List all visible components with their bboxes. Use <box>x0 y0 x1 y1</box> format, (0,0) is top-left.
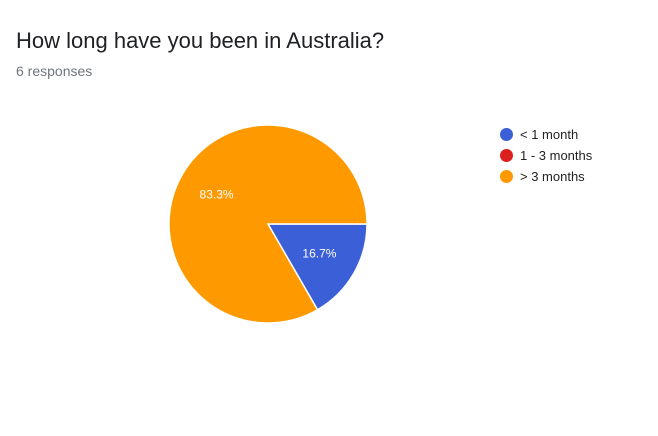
chart-legend: < 1 month 1 - 3 months > 3 months <box>500 124 592 187</box>
legend-swatch-icon <box>500 149 513 162</box>
pie-slice-0[interactable] <box>266 223 368 311</box>
legend-label: > 3 months <box>520 169 585 184</box>
legend-label: 1 - 3 months <box>520 148 593 163</box>
legend-item-0[interactable]: < 1 month <box>500 124 592 145</box>
chart-title: How long have you been in Australia? <box>16 28 385 53</box>
legend-label: < 1 month <box>520 127 579 142</box>
slice-label-0: 16.7% <box>302 247 336 261</box>
legend-swatch-icon <box>500 128 513 141</box>
response-count: 6 responses <box>16 63 93 79</box>
legend-item-1[interactable]: 1 - 3 months <box>500 145 592 166</box>
legend-item-2[interactable]: > 3 months <box>500 166 592 187</box>
legend-swatch-icon <box>500 170 513 183</box>
pie-slice-2[interactable] <box>168 124 368 324</box>
slice-label-2: 83.3% <box>200 187 234 201</box>
